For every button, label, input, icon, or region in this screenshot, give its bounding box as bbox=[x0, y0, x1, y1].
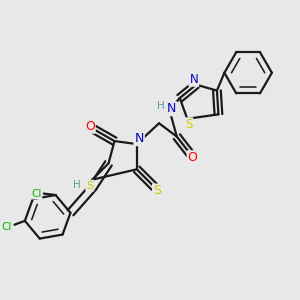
Text: O: O bbox=[85, 120, 95, 133]
Text: O: O bbox=[188, 151, 197, 164]
Text: S: S bbox=[153, 184, 161, 197]
Text: H: H bbox=[157, 101, 164, 111]
Text: S: S bbox=[86, 181, 93, 190]
Text: N: N bbox=[167, 102, 176, 115]
Text: S: S bbox=[185, 118, 192, 131]
Text: N: N bbox=[134, 132, 144, 145]
Text: Cl: Cl bbox=[31, 189, 41, 199]
Text: H: H bbox=[73, 180, 80, 190]
Text: Cl: Cl bbox=[2, 222, 12, 232]
Text: N: N bbox=[189, 73, 198, 86]
